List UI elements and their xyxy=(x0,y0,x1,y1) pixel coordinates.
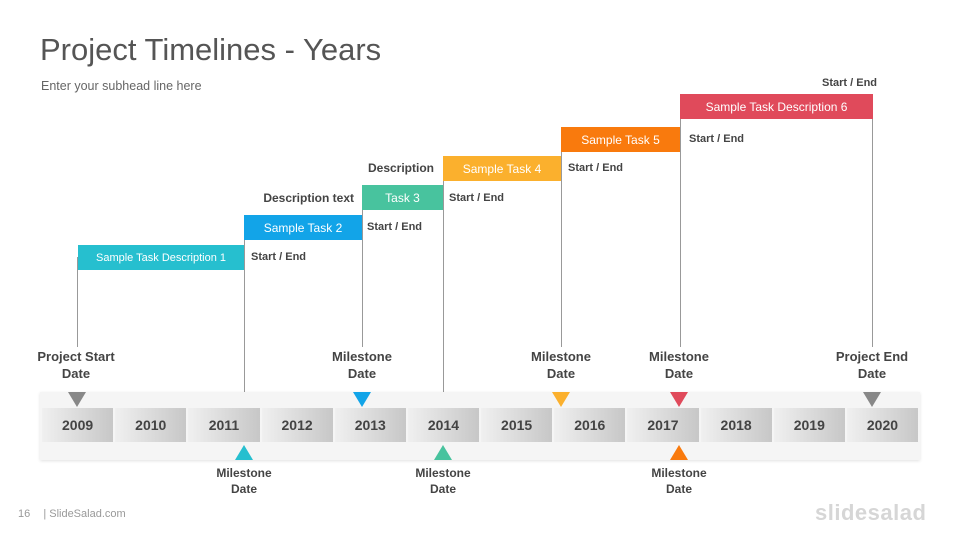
task-description-4: Description xyxy=(367,161,434,175)
milestone-title: Milestone xyxy=(649,349,709,364)
milestone-label-2016: Milestone Date xyxy=(506,348,616,382)
task-start-end-2: Start / End xyxy=(367,221,423,233)
connector-line-task-3 xyxy=(362,198,363,347)
task-bar-3[interactable]: Task 3 xyxy=(362,185,443,210)
milestone-date: Date xyxy=(347,366,377,381)
timeline-band xyxy=(40,392,920,460)
connector-line-task-4 xyxy=(443,168,444,392)
task-start-end-1: Start / End xyxy=(251,251,307,263)
task-label: Sample Task 4 xyxy=(462,161,542,176)
milestone-label-2013: Milestone Date xyxy=(307,348,417,382)
milestone-date: Date xyxy=(665,482,692,496)
task-label: Sample Task Description 6 xyxy=(705,99,848,114)
task-label: Sample Task 5 xyxy=(581,132,660,147)
milestone-title: Milestone xyxy=(531,349,591,364)
year-cell: 2009 xyxy=(42,408,114,442)
timeline-years: 2009 2010 2011 2012 2013 2014 2015 2016 … xyxy=(42,408,919,442)
year-cell: 2010 xyxy=(115,408,187,442)
year-cell: 2012 xyxy=(261,408,333,442)
task-label: Task 3 xyxy=(385,190,420,205)
task-bar-6[interactable]: Sample Task Description 6 xyxy=(680,94,873,119)
year-cell: 2011 xyxy=(188,408,260,442)
milestone-label-project-start: Project Start Date xyxy=(21,348,131,382)
task-start-end-5: Start / End xyxy=(689,133,745,145)
year-cell: 2019 xyxy=(773,408,845,442)
milestone-label-project-end: Project End Date xyxy=(817,348,927,382)
milestone-date: Date xyxy=(429,482,456,496)
milestone-label-2017-bottom: Milestone Date xyxy=(624,465,734,497)
page-subtitle: Enter your subhead line here xyxy=(41,79,202,93)
milestone-date: Date xyxy=(664,366,694,381)
page-number: 16 xyxy=(18,508,31,520)
milestone-marker-down-icon xyxy=(68,392,86,407)
milestone-date: Date xyxy=(857,366,887,381)
task-bar-1[interactable]: Sample Task Description 1 xyxy=(78,245,244,270)
milestone-date: Date xyxy=(546,366,576,381)
milestone-title: Milestone xyxy=(332,349,392,364)
milestone-title: Milestone xyxy=(651,466,707,480)
year-cell: 2020 xyxy=(846,408,919,442)
connector-line-task-5 xyxy=(561,139,562,347)
milestone-label-2017: Milestone Date xyxy=(624,348,734,382)
milestone-marker-down-icon xyxy=(863,392,881,407)
task-label: Sample Task Description 1 xyxy=(95,251,227,264)
milestone-marker-up-icon xyxy=(235,445,253,460)
slide-footer: 16 | SlideSalad.com xyxy=(18,508,126,520)
year-cell: 2015 xyxy=(481,408,553,442)
milestone-marker-up-icon xyxy=(670,445,688,460)
year-cell: 2013 xyxy=(334,408,406,442)
milestone-title: Project Start xyxy=(37,349,115,364)
task-start-end-4: Start / End xyxy=(568,162,624,174)
task-start-end-6: Start / End xyxy=(822,77,878,89)
milestone-marker-down-icon xyxy=(552,392,570,407)
milestone-title: Milestone xyxy=(216,466,272,480)
connector-line-task-1 xyxy=(77,257,78,347)
task-bar-2[interactable]: Sample Task 2 xyxy=(244,215,362,240)
milestone-marker-down-icon xyxy=(353,392,371,407)
task-bar-5[interactable]: Sample Task 5 xyxy=(561,127,680,152)
milestone-date: Date xyxy=(61,366,91,381)
task-bar-4[interactable]: Sample Task 4 xyxy=(443,156,561,181)
connector-line-task-6 xyxy=(680,106,681,347)
page-title: Project Timelines - Years xyxy=(40,32,382,67)
year-cell: 2017 xyxy=(627,408,699,442)
milestone-title: Project End xyxy=(835,349,909,364)
year-cell: 2016 xyxy=(554,408,626,442)
brand-logo: slidesalad xyxy=(815,500,927,525)
task-start-end-3: Start / End xyxy=(449,192,505,204)
connector-line-task-2 xyxy=(244,228,245,392)
year-cell: 2014 xyxy=(407,408,480,442)
footer-source: | SlideSalad.com xyxy=(43,508,126,520)
milestone-label-2014: Milestone Date xyxy=(388,465,498,497)
connector-line-end xyxy=(872,106,873,347)
milestone-marker-up-icon xyxy=(434,445,452,460)
milestone-date: Date xyxy=(230,482,257,496)
task-label: Sample Task 2 xyxy=(263,220,343,235)
milestone-title: Milestone xyxy=(415,466,471,480)
milestone-label-2011: Milestone Date xyxy=(189,465,299,497)
task-description-2: Description text xyxy=(263,191,354,205)
year-cell: 2018 xyxy=(700,408,772,442)
milestone-marker-down-icon xyxy=(670,392,688,407)
